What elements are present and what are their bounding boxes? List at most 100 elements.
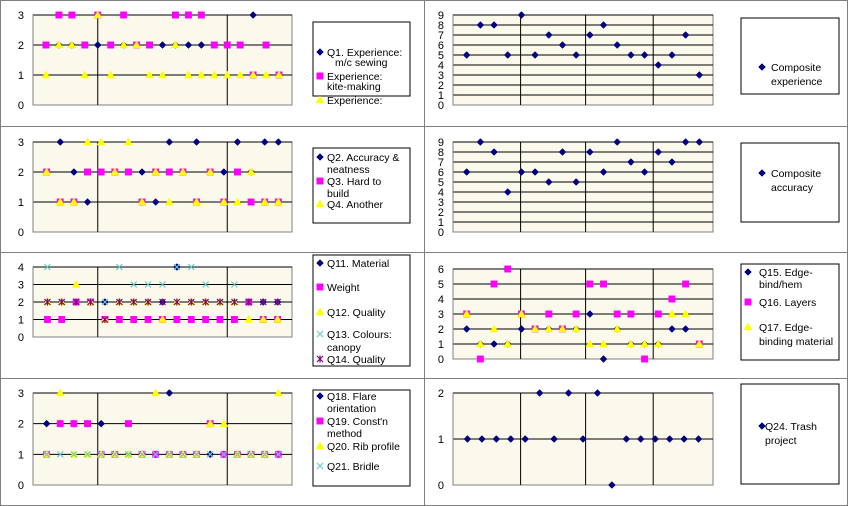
data-point xyxy=(210,41,218,49)
legend-label: bind/hem xyxy=(759,279,802,291)
data-point xyxy=(667,309,677,318)
data-point xyxy=(245,298,253,306)
y-tick-label: 1 xyxy=(438,90,444,102)
data-point xyxy=(42,41,50,49)
data-point xyxy=(613,41,622,49)
data-point xyxy=(192,197,202,206)
y-tick-label: 0 xyxy=(18,332,24,344)
data-point xyxy=(58,316,66,323)
legend-box xyxy=(312,389,411,487)
data-point xyxy=(184,11,192,19)
data-point xyxy=(599,355,608,363)
legend-label: Composite xyxy=(771,168,821,180)
data-point xyxy=(681,325,690,333)
data-point xyxy=(235,70,245,79)
legend-marker xyxy=(316,259,324,267)
data-point xyxy=(600,280,607,288)
y-tick-label: 0 xyxy=(438,100,444,112)
legend-marker xyxy=(316,462,324,470)
data-point xyxy=(558,148,567,156)
y-tick-label: 5 xyxy=(438,279,444,291)
legend-label: m/c sewing xyxy=(335,57,388,69)
data-point xyxy=(192,138,201,146)
data-point xyxy=(571,324,581,333)
legend-marker xyxy=(316,283,324,291)
legend-label: Q18. Flare xyxy=(327,391,377,403)
data-point xyxy=(101,298,109,306)
legend-label: kite-making xyxy=(327,81,381,93)
y-tick-label: 2 xyxy=(18,167,24,179)
y-tick-label: 1 xyxy=(18,449,24,461)
data-point xyxy=(579,435,587,443)
y-tick-label: 7 xyxy=(438,30,444,42)
data-point xyxy=(462,325,471,333)
data-point xyxy=(110,167,120,176)
data-point xyxy=(236,41,244,49)
legend-label: canopy xyxy=(327,342,362,354)
data-point xyxy=(124,168,132,176)
data-point xyxy=(56,138,65,146)
data-point xyxy=(183,70,193,79)
data-point xyxy=(680,435,688,443)
data-point xyxy=(247,198,255,206)
data-point xyxy=(120,11,128,19)
data-point xyxy=(248,70,258,79)
data-point xyxy=(193,450,201,458)
data-point xyxy=(503,339,513,348)
y-tick-label: 8 xyxy=(438,20,444,32)
legend: Composite experience xyxy=(740,17,840,95)
legend: Q24. Trash project xyxy=(740,383,840,485)
y-tick-label: 6 xyxy=(438,40,444,52)
data-point xyxy=(130,281,138,288)
data-point xyxy=(503,188,512,196)
data-point xyxy=(158,41,167,49)
data-point xyxy=(489,324,499,333)
legend-label: project xyxy=(765,435,797,447)
legend-label: orientation xyxy=(327,403,376,415)
legend-marker xyxy=(758,63,766,71)
data-point xyxy=(197,11,205,19)
data-point xyxy=(585,339,595,348)
legend-marker xyxy=(744,268,752,276)
legend-label: Composite xyxy=(771,62,821,74)
data-point xyxy=(165,450,173,458)
data-point xyxy=(258,314,268,323)
legend-label: Q24. Trash xyxy=(765,421,817,433)
data-point xyxy=(164,197,174,206)
data-point xyxy=(613,310,621,318)
data-point xyxy=(492,435,501,443)
legend-label: Experience: xyxy=(327,71,382,83)
data-point xyxy=(544,324,554,333)
y-tick-label: 9 xyxy=(438,137,444,149)
plot-area xyxy=(452,14,714,106)
legend-label: method xyxy=(327,428,362,440)
legend-marker xyxy=(744,298,752,306)
data-point xyxy=(490,148,498,156)
data-point xyxy=(608,481,616,489)
data-point xyxy=(613,138,622,146)
data-point xyxy=(544,31,553,39)
data-point xyxy=(654,148,663,156)
data-point xyxy=(531,168,539,176)
data-point xyxy=(209,70,219,79)
data-point xyxy=(462,168,471,176)
data-point xyxy=(476,138,485,146)
y-tick-label: 4 xyxy=(438,294,444,306)
y-tick-label: 8 xyxy=(438,147,444,159)
legend-label: Q3. Hard to xyxy=(327,176,381,188)
data-point xyxy=(173,316,181,323)
data-point xyxy=(41,70,51,79)
data-point xyxy=(70,450,78,458)
data-point xyxy=(230,316,238,323)
data-point xyxy=(187,316,195,323)
series-3 xyxy=(41,10,284,79)
data-point xyxy=(244,314,254,323)
data-point xyxy=(462,51,471,59)
data-point xyxy=(178,167,188,176)
data-point xyxy=(593,389,602,397)
data-point xyxy=(234,168,241,176)
y-tick-label: 2 xyxy=(438,207,444,219)
data-point xyxy=(627,51,635,59)
